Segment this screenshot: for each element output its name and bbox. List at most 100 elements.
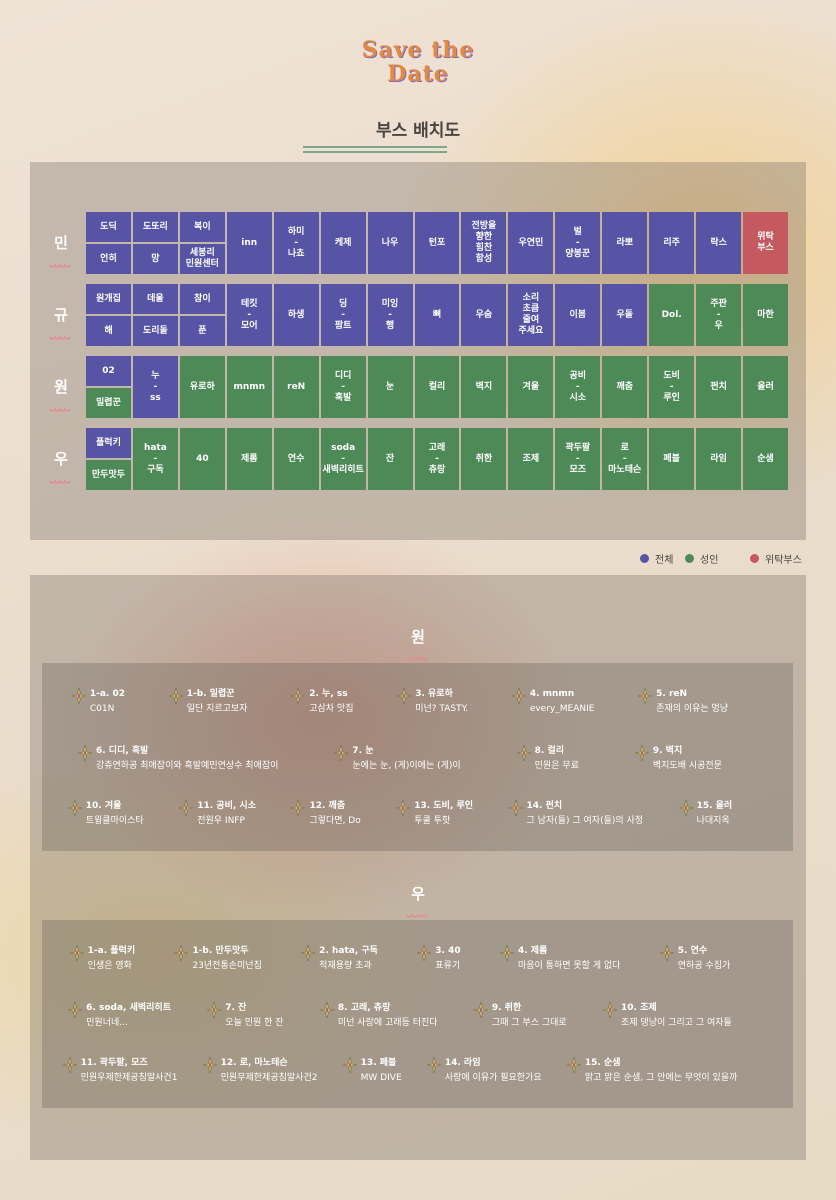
item-title: 2. 누, ss bbox=[309, 689, 348, 699]
booth-cell: 눈 bbox=[367, 356, 413, 418]
item-row: 6. soda, 새벽리히트 민원너네... 7. 잔 오늘 민원 한 잔 8. 고래,… bbox=[50, 1002, 750, 1030]
item-body: 9. 취한 그때 그 부스 그대로 bbox=[492, 1002, 567, 1030]
row-label: 우 bbox=[54, 450, 68, 468]
legend-dot bbox=[640, 554, 649, 563]
booth-cell: 순샘 bbox=[743, 428, 788, 490]
booth-cell: 제롬 bbox=[226, 428, 272, 490]
booth-cell: 테킷 - 모어 bbox=[226, 284, 272, 346]
section-title: 우 bbox=[411, 885, 425, 903]
star-icon bbox=[508, 800, 523, 816]
wave bbox=[49, 263, 71, 268]
booth-item: 6. soda, 새벽리히트 민원너네... bbox=[68, 1002, 171, 1030]
booth-item: 3. 40 표류기 bbox=[417, 945, 461, 973]
item-desc: 오늘 민원 한 잔 bbox=[225, 1018, 284, 1028]
booth-item: 6. 디디, 흑발 강쥬연하공 최애잡이와 흑발예민연상수 최애잡이 bbox=[77, 745, 278, 773]
item-desc: 표류기 bbox=[435, 961, 461, 971]
booth-cell: 라뽀 bbox=[602, 212, 648, 274]
item-title: 12. 로, 마노테슨 bbox=[220, 1058, 288, 1068]
booth-cell: 올러 bbox=[743, 356, 788, 418]
booth-cell: 위탁 부스 bbox=[743, 212, 788, 274]
booth-cell: 케제 bbox=[320, 212, 366, 274]
row-label: 규 bbox=[54, 306, 68, 324]
booth-cell: 우연민 bbox=[508, 212, 554, 274]
item-title: 4. 제롬 bbox=[517, 946, 548, 956]
page-title: 부스 배치도 bbox=[375, 121, 461, 141]
item-title: 6. soda, 새벽리히트 bbox=[86, 1003, 171, 1013]
item-body: 5. 연수 연하공 수집가 bbox=[678, 945, 731, 973]
wave-mark bbox=[406, 904, 430, 918]
booth-cell: 밀렵꾼 bbox=[86, 388, 131, 418]
item-desc: 민원우제한제공침말사건1 bbox=[80, 1073, 178, 1083]
booth-cell: 하생 bbox=[273, 284, 319, 346]
row-label: 민 bbox=[54, 234, 68, 252]
star-icon bbox=[634, 745, 649, 761]
item-title: 3. 유로하 bbox=[415, 689, 453, 699]
item-desc: 그렇다면, Do bbox=[309, 816, 361, 826]
star-icon bbox=[396, 800, 411, 816]
star-icon bbox=[511, 688, 526, 704]
booth-row: 원개집 해 데울 도리돌 참이 푼 테킷 - 모어 하생 딩 - 팜트 미잉 - 행 뼈 우숨 소리 초… bbox=[86, 284, 788, 346]
item-title: 4. mnmn bbox=[529, 689, 575, 699]
booth-cell: 도또리 bbox=[132, 212, 178, 242]
item-desc: 미넌 사랑에 고래등 터진다 bbox=[337, 1018, 438, 1028]
star-icon bbox=[473, 1002, 488, 1018]
item-body: 12. 로, 마노테슨 민원무제한제공침말사건2 bbox=[221, 1057, 318, 1085]
booth-cell: 리주 bbox=[649, 212, 695, 274]
item-body: 3. 40 표류기 bbox=[435, 945, 460, 973]
booth-item: 8. 컬리 민원은 무료 bbox=[516, 745, 579, 773]
item-title: 2. hata, 구독 bbox=[319, 946, 378, 956]
item-title: 1-a. 플럭키 bbox=[87, 946, 136, 956]
wave-mark bbox=[49, 470, 73, 484]
item-desc: 벽지도배 시공전문 bbox=[652, 761, 722, 771]
item-body: 5. reN 존재의 이유는 멍냥 bbox=[656, 688, 728, 716]
item-title: 15. 순샘 bbox=[584, 1058, 621, 1068]
booth-cell: 곽두팔 - 모즈 bbox=[555, 428, 601, 490]
booth-item: 2. 누, ss 고삼차 맛집 bbox=[291, 688, 354, 716]
star-icon bbox=[207, 1002, 222, 1018]
item-title: 12. 깨춤 bbox=[309, 801, 346, 811]
wave bbox=[406, 913, 428, 918]
item-title: 10. 조제 bbox=[621, 1003, 657, 1013]
wave-mark bbox=[406, 647, 430, 661]
item-body: 4. mnmn every_MEANIE bbox=[530, 688, 595, 716]
item-body: 13. 도비, 루인 투쿨 투핫 bbox=[414, 800, 473, 828]
item-row: 1-a. 02 C01N 1-b. 밀렵꾼 일단 지르고보자 2. 누, ss 고삼차 맛… bbox=[50, 688, 750, 716]
item-title: 6. 디디, 흑발 bbox=[95, 746, 149, 756]
booth-cell: 유로하 bbox=[179, 356, 225, 418]
item-desc: 미넌? TASTY. bbox=[415, 704, 469, 714]
star-icon bbox=[69, 945, 84, 961]
item-title: 5. reN bbox=[656, 689, 688, 699]
booth-cell: 나우 bbox=[367, 212, 413, 274]
booth-cell: 만두맛두 bbox=[86, 460, 131, 490]
booth-item: 5. reN 존재의 이유는 멍냥 bbox=[638, 688, 728, 716]
star-icon bbox=[291, 800, 306, 816]
booth-cell: 우숨 bbox=[461, 284, 507, 346]
booth-item: 7. 눈 눈에는 눈, (게)이에는 (게)이 bbox=[334, 745, 461, 773]
item-row: 11. 곽두팔, 모즈 민원우제한제공침말사건1 12. 로, 마노테슨 민원무제한제… bbox=[50, 1057, 750, 1085]
booth-cell: 우돌 bbox=[602, 284, 648, 346]
title-underline bbox=[303, 146, 447, 148]
item-desc: C01N bbox=[89, 704, 115, 714]
item-title: 15. 올러 bbox=[696, 801, 733, 811]
booth-item: 1-b. 밀렵꾼 일단 지르고보자 bbox=[168, 688, 248, 716]
item-body: 14. 펀치 그 남자(들) 그 여자(들)의 사정 bbox=[527, 800, 644, 828]
item-row: 1-a. 플럭키 인생은 영화 1-b. 만두맛두 23년전통손미넌집 2. hata,… bbox=[50, 945, 750, 973]
wave bbox=[49, 407, 71, 412]
legend-label: 전체 bbox=[655, 555, 674, 566]
star-icon bbox=[678, 800, 693, 816]
item-body: 13. 페블 MW DIVE bbox=[361, 1057, 402, 1085]
item-title: 11. 공비, 시소 bbox=[197, 801, 256, 811]
item-desc: 그 남자(들) 그 여자(들)의 사정 bbox=[526, 816, 644, 826]
booth-item: 2. hata, 구독 적재용량 초과 bbox=[301, 945, 378, 973]
item-body: 2. 누, ss 고삼차 맛집 bbox=[309, 688, 353, 716]
title-underline bbox=[303, 151, 447, 153]
star-icon bbox=[62, 1057, 77, 1073]
item-desc: 일단 지르고보자 bbox=[186, 704, 248, 714]
booth-cell: 뼈 bbox=[414, 284, 460, 346]
booth-cell: 플럭키 bbox=[86, 428, 131, 458]
legend-item: 위탁부스 bbox=[750, 551, 802, 566]
item-desc: 23년전통손미넌집 bbox=[192, 961, 262, 971]
star-icon bbox=[179, 800, 194, 816]
